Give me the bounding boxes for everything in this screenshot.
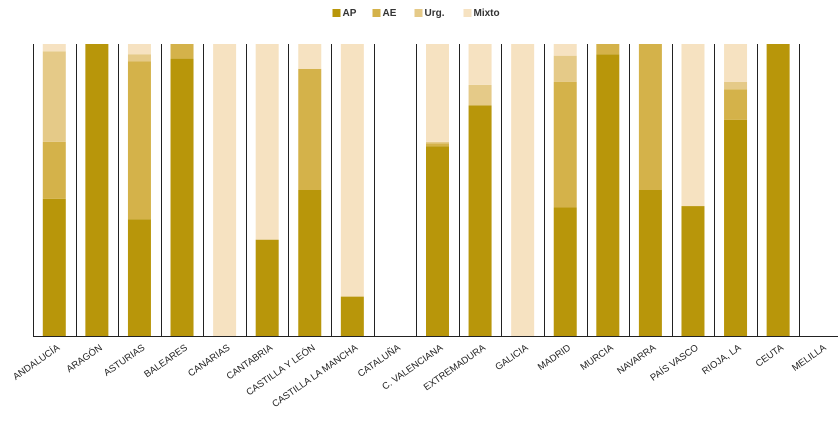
- bar-stack-10: [468, 44, 492, 336]
- bar-segment-urg: [127, 54, 151, 62]
- bar-segment-mixto: [553, 44, 577, 56]
- x-tick-label: ARAGÓN: [65, 342, 105, 375]
- bar-segment-mixto: [42, 44, 66, 52]
- legend-swatch: [372, 9, 381, 17]
- bar-segment-ae: [553, 81, 577, 208]
- bar-stack-3: [170, 44, 194, 336]
- bar-segment-mixto: [298, 44, 322, 69]
- bar-stack-13: [596, 44, 620, 336]
- legend-label: Mixto: [474, 8, 500, 19]
- legend-swatch: [332, 9, 341, 17]
- bar-segment-urg: [426, 141, 449, 144]
- legend-swatch: [414, 9, 423, 17]
- bar-segment-ae: [298, 68, 322, 190]
- x-tick-label: PAÍS VASCO: [648, 342, 700, 383]
- bar-stack-16: [724, 44, 748, 336]
- bar-segment-ap: [85, 44, 109, 336]
- bar-stack-15: [681, 44, 705, 336]
- bar-stack-1: [85, 44, 109, 336]
- x-tick-label: BALEARES: [142, 342, 189, 380]
- bar-segment-mixto: [340, 44, 364, 297]
- bar-segment-ap: [127, 219, 151, 336]
- legend: AP AE Urg. Mixto: [332, 8, 500, 19]
- bar-segment-mixto: [724, 44, 748, 82]
- bar-segment-ap: [468, 105, 492, 336]
- category-separators: [33, 44, 800, 336]
- bar-segment-mixto: [213, 44, 237, 336]
- x-tick-label: CEUTA: [754, 342, 787, 369]
- bar-segment-ap: [340, 296, 364, 336]
- bar-segment-ae: [426, 143, 449, 147]
- bar-segment-ap: [724, 119, 748, 336]
- bar-stack-0: [42, 44, 66, 336]
- legend-label: AE: [383, 8, 397, 19]
- bar-segment-mixto: [511, 44, 535, 336]
- bar-stack-14: [638, 44, 662, 336]
- x-tick-label: RIOJA, LA: [700, 342, 744, 377]
- bar-segment-ae: [724, 89, 748, 120]
- bar-stack-12: [553, 44, 577, 336]
- bar-segment-ap: [426, 146, 449, 336]
- bar-stack-11: [511, 44, 535, 336]
- bar-segment-mixto: [468, 44, 492, 85]
- bar-segment-ap: [170, 58, 194, 336]
- legend-label: AP: [343, 8, 357, 19]
- bar-segment-ae: [596, 44, 620, 55]
- bar-segment-urg: [724, 81, 748, 90]
- bar-segment-ap: [596, 54, 620, 336]
- x-tick-label: MELILLA: [790, 342, 829, 374]
- x-tick-label: ASTURIAS: [102, 342, 147, 378]
- bar-segment-ap: [255, 239, 279, 336]
- bar-segment-mixto: [127, 44, 151, 55]
- legend-item-ap: AP: [332, 8, 357, 19]
- bar-segment-ap: [681, 206, 705, 336]
- bar-stack-2: [127, 44, 151, 336]
- bar-stack-5: [255, 44, 279, 336]
- legend-item-mixto: Mixto: [463, 8, 500, 19]
- bar-segment-ap: [766, 44, 790, 336]
- bar-segment-mixto: [255, 44, 279, 240]
- bar-segment-mixto: [426, 44, 449, 142]
- bar-stack-6: [298, 44, 322, 336]
- bar-segment-urg: [42, 51, 66, 142]
- bar-segment-mixto: [681, 44, 705, 207]
- bar-segment-ae: [127, 61, 151, 220]
- x-tick-label: MURCIA: [579, 342, 617, 373]
- x-tick-label: GALICIA: [493, 342, 531, 373]
- bar-segment-urg: [468, 84, 492, 106]
- bar-segment-ap: [298, 190, 322, 336]
- bars: [42, 44, 790, 336]
- legend-item-urg: Urg.: [414, 8, 445, 19]
- legend-label: Urg.: [425, 8, 445, 19]
- bar-segment-ae: [638, 44, 662, 190]
- x-tick-label: ANDALUCÍA: [11, 342, 62, 383]
- bar-segment-ap: [553, 207, 577, 336]
- bar-segment-urg: [553, 55, 577, 82]
- legend-swatch: [463, 9, 472, 17]
- bar-segment-ae: [170, 44, 194, 59]
- bar-segment-ap: [42, 198, 66, 336]
- bar-stack-17: [766, 44, 790, 336]
- bar-stack-4: [213, 44, 237, 336]
- x-tick-label: MADRID: [536, 342, 573, 373]
- bar-stack-7: [340, 44, 364, 336]
- bar-segment-ap: [638, 190, 662, 336]
- legend-item-ae: AE: [372, 8, 397, 19]
- bar-stack-9: [426, 44, 449, 336]
- bar-segment-ae: [42, 141, 66, 199]
- x-tick-labels: ANDALUCÍA ARAGÓNASTURIASBALEARESCANARIASC…: [11, 342, 829, 410]
